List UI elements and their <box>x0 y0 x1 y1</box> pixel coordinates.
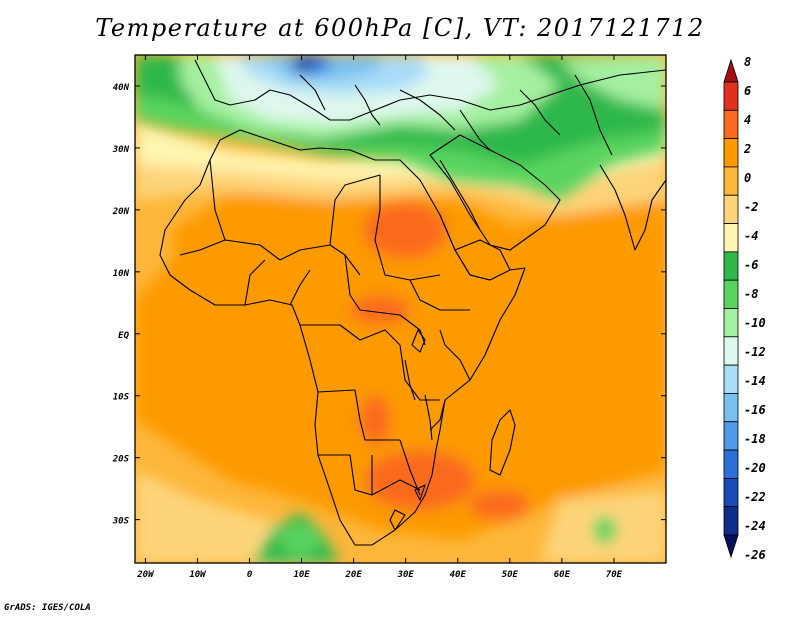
colorbar-swatch <box>723 449 739 479</box>
lat-tick-label: EQ <box>118 331 129 341</box>
lat-tick-label: 30N <box>112 145 130 155</box>
map-frame <box>134 54 667 564</box>
colorbar-label: 2 <box>743 142 751 156</box>
lon-tick-label: 30E <box>397 570 415 580</box>
lat-tick-label: 40N <box>113 83 130 93</box>
colorbar-label: 4 <box>744 113 751 127</box>
lon-tick-label: 50E <box>502 570 519 580</box>
colorbar-swatch <box>723 166 739 196</box>
colorbar-label: -6 <box>744 258 758 272</box>
colorbar-label: -26 <box>744 548 766 562</box>
colorbar-swatch <box>723 251 739 281</box>
colorbar-label: -16 <box>744 403 766 417</box>
colorbar-label: -12 <box>744 345 766 359</box>
colorbar-swatch <box>723 506 739 536</box>
colorbar-legend: 8 6 4 2 0 -2 -4 -6 -8 -10 -12 -14 -16 -18 -20 -22 -24 -26 <box>723 55 766 562</box>
colorbar-swatch <box>723 421 739 451</box>
colorbar-label: -2 <box>744 200 758 214</box>
colorbar-label: -8 <box>744 287 758 301</box>
colorbar-swatch <box>723 477 739 508</box>
colorbar-swatch <box>723 308 739 338</box>
map-axes: 40N 30N 20N 10N EQ 10S 20S 30S 20W 10W 0 10E 20E 30E 4… <box>112 55 666 580</box>
colorbar-swatch <box>723 109 739 140</box>
colorbar-swatch <box>723 81 739 111</box>
colorbar-top-arrow <box>723 58 739 83</box>
colorbar-label: -18 <box>744 432 766 446</box>
colorbar-label: -4 <box>744 229 758 243</box>
lon-tick-label: 0 <box>247 570 253 580</box>
chart-title: Temperature at 600hPa [C], VT: 201712171… <box>95 14 705 42</box>
colorbar-label: 0 <box>744 171 751 185</box>
colorbar-swatch <box>723 279 739 309</box>
colorbar-bottom-arrow <box>723 534 739 559</box>
credit-text: GrADS: IGES/COLA <box>4 603 91 613</box>
lat-tick-label: 30S <box>112 517 130 527</box>
colorbar-label: -22 <box>744 490 766 504</box>
colorbar-swatch <box>723 393 739 423</box>
temperature-field <box>135 55 666 563</box>
lat-tick-label: 10S <box>113 393 130 403</box>
colorbar-label: -24 <box>744 519 766 533</box>
colorbar-swatch <box>723 138 739 168</box>
lon-tick-label: 60E <box>554 570 571 580</box>
colorbar-swatch <box>723 194 739 224</box>
lat-tick-label: 20S <box>112 455 130 465</box>
colorbar-label: -10 <box>744 316 766 330</box>
lon-tick-label: 10W <box>189 570 207 580</box>
coastlines <box>159 59 666 546</box>
colorbar-label: -14 <box>744 374 766 388</box>
colorbar-label: 6 <box>744 84 751 98</box>
lat-tick-label: 20N <box>112 207 130 217</box>
colorbar-label: 8 <box>744 55 751 69</box>
colorbar-label: -20 <box>744 461 766 475</box>
lon-tick-label: 20E <box>345 570 363 580</box>
lon-tick-label: 10E <box>293 570 310 580</box>
lon-tick-label: 20W <box>136 570 155 580</box>
lon-tick-label: 40E <box>450 570 467 580</box>
colorbar-swatch <box>723 336 739 366</box>
colorbar-swatch <box>723 364 739 394</box>
colorbar-swatch <box>723 223 739 253</box>
lat-tick-label: 10N <box>113 269 130 279</box>
lon-tick-label: 70E <box>606 570 623 580</box>
